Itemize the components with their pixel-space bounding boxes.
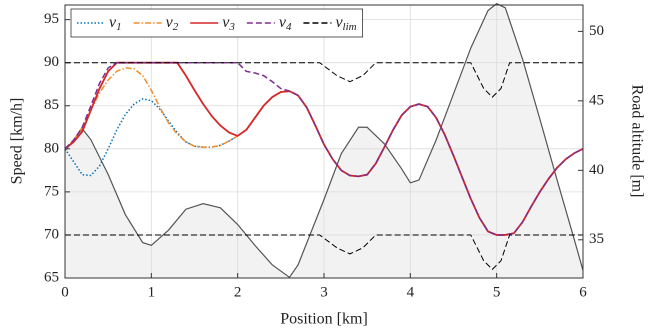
y2-tick-label: 35 xyxy=(589,231,604,247)
y-tick-label: 80 xyxy=(44,140,59,156)
x-tick-label: 6 xyxy=(579,284,587,300)
legend-label: v1 xyxy=(109,14,122,33)
legend-label: v2 xyxy=(166,14,179,33)
y2-axis-label: Road altitude [m] xyxy=(628,85,645,198)
x-tick-label: 5 xyxy=(493,284,501,300)
legend-label: v3 xyxy=(222,14,235,33)
series-line xyxy=(65,62,583,98)
x-tick-label: 2 xyxy=(234,284,242,300)
legend-label: v4 xyxy=(279,14,292,33)
y-tick-label: 95 xyxy=(44,11,59,27)
altitude-area xyxy=(65,3,583,278)
y-tick-label: 65 xyxy=(44,269,59,285)
y2-tick-label: 45 xyxy=(589,92,604,108)
x-axis-label: Position [km] xyxy=(280,311,368,328)
y-tick-label: 85 xyxy=(44,97,59,113)
y-tick-label: 75 xyxy=(44,183,59,199)
legend-label: vlim xyxy=(335,14,356,33)
x-tick-label: 4 xyxy=(407,284,415,300)
plot-frame xyxy=(64,4,584,279)
legend: v1 v2 v3 v4 vlim xyxy=(70,8,364,38)
x-tick-label: 3 xyxy=(320,284,328,300)
x-tick-label: 1 xyxy=(148,284,156,300)
x-tick-label: 0 xyxy=(61,284,69,300)
y-axis-label: Speed [km/h] xyxy=(9,98,26,185)
series-line xyxy=(65,234,583,271)
y2-tick-label: 50 xyxy=(589,23,604,39)
y-tick-label: 70 xyxy=(44,226,59,242)
y2-tick-label: 40 xyxy=(589,162,604,178)
y-tick-label: 90 xyxy=(44,54,59,70)
